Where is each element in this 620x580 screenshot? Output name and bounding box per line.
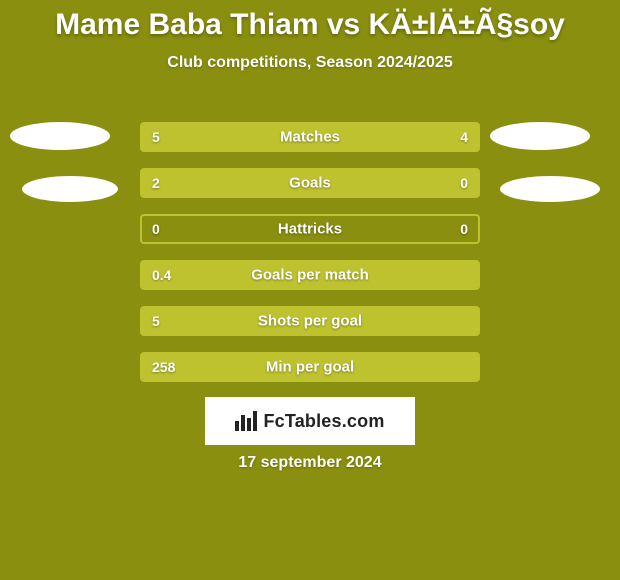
stat-value-left: 258: [152, 359, 175, 375]
player-left-oval-1: [10, 122, 110, 150]
date-label: 17 september 2024: [0, 454, 620, 472]
stat-label: Shots per goal: [258, 313, 362, 330]
stat-value-left: 5: [152, 129, 160, 145]
stat-label: Min per goal: [266, 359, 354, 376]
stat-label: Goals per match: [251, 267, 369, 284]
stat-row: 5 Shots per goal: [140, 306, 480, 336]
subtitle: Club competitions, Season 2024/2025: [0, 54, 620, 72]
stat-value-left: 0: [152, 221, 160, 237]
stat-row: 2 0 Goals: [140, 168, 480, 198]
stat-label: Matches: [280, 129, 340, 146]
stat-row: 5 4 Matches: [140, 122, 480, 152]
stat-row: 0 0 Hattricks: [140, 214, 480, 244]
stat-label: Hattricks: [278, 221, 342, 238]
bar-fill-right: [327, 124, 478, 150]
bar-fill-left: [142, 170, 401, 196]
player-right-oval-1: [490, 122, 590, 150]
stat-value-right: 0: [460, 175, 468, 191]
logo-text: FcTables.com: [263, 411, 384, 432]
player-right-oval-2: [500, 176, 600, 202]
fctables-logo: FcTables.com: [205, 397, 415, 445]
stat-value-right: 0: [460, 221, 468, 237]
stat-value-left: 5: [152, 313, 160, 329]
chart-bars-icon: [235, 411, 257, 431]
player-left-oval-2: [22, 176, 118, 202]
stat-value-left: 0.4: [152, 267, 171, 283]
stat-row: 258 Min per goal: [140, 352, 480, 382]
stat-value-left: 2: [152, 175, 160, 191]
stat-label: Goals: [289, 175, 331, 192]
stat-row: 0.4 Goals per match: [140, 260, 480, 290]
page-title: Mame Baba Thiam vs KÄ±lÄ±Ã§soy: [0, 0, 620, 42]
comparison-chart: 5 4 Matches 2 0 Goals 0 0 Hattricks 0.4 Goals per …: [140, 122, 480, 398]
stat-value-right: 4: [460, 129, 468, 145]
